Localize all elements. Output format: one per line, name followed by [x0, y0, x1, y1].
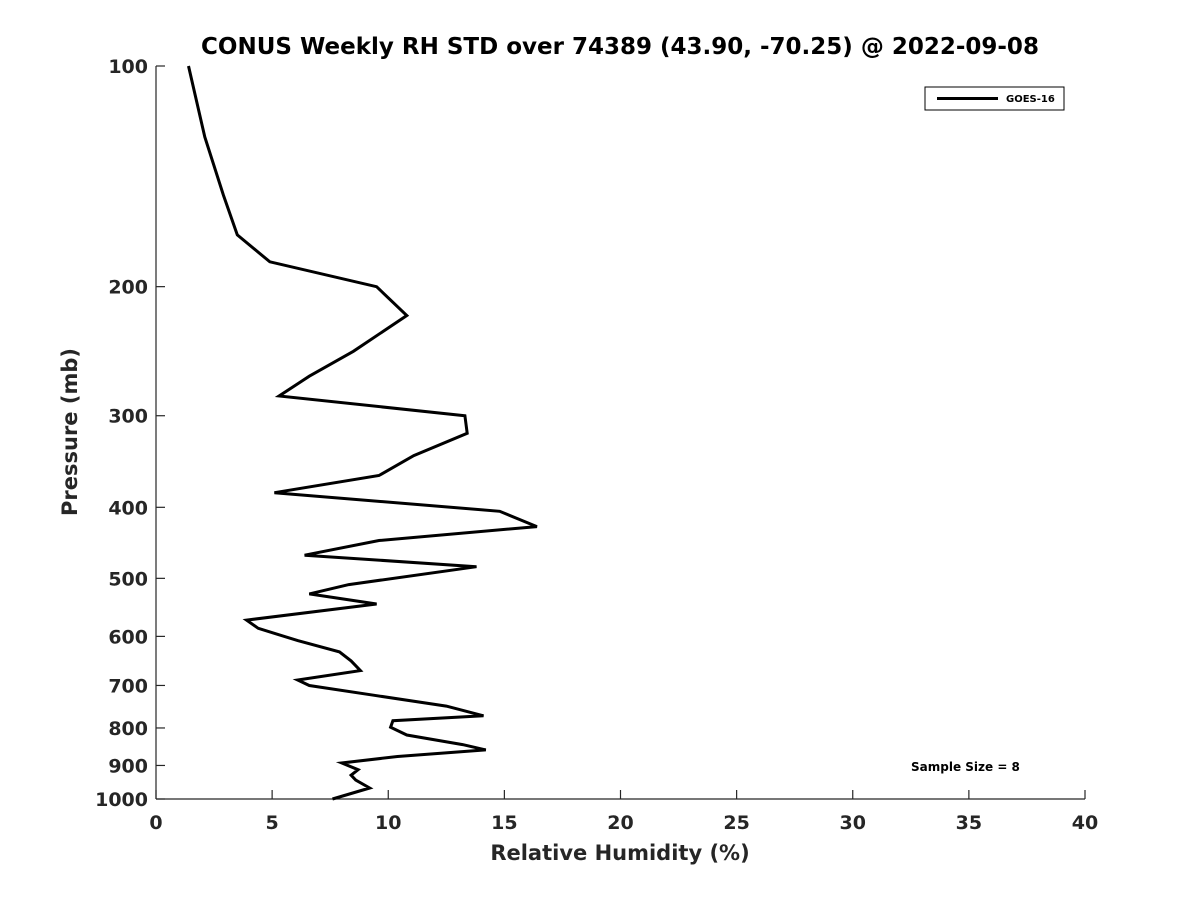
x-tick-label: 25 [723, 812, 749, 834]
x-tick-label: 40 [1072, 812, 1098, 834]
x-tick-label: 10 [375, 812, 401, 834]
y-axis-label: Pressure (mb) [58, 348, 82, 516]
y-tick-label: 800 [108, 718, 148, 740]
y-tick-label: 1000 [95, 789, 148, 811]
series-line-goes-16 [187, 65, 538, 801]
y-tick-label: 700 [108, 675, 148, 697]
y-tick-label: 900 [108, 755, 148, 777]
y-tick-label: 400 [108, 497, 148, 519]
x-tick-label: 5 [266, 812, 279, 834]
legend-entry-goes-16: GOES-16 [1006, 94, 1055, 105]
y-tick-label: 100 [108, 56, 148, 78]
x-tick-label: 35 [956, 812, 982, 834]
sample-size-annotation: Sample Size = 8 [911, 760, 1020, 774]
x-tick-label: 0 [149, 812, 162, 834]
y-axis-ticks: 100 200 300 400 500 600 700 800 900 1000 [95, 56, 165, 811]
x-tick-label: 20 [607, 812, 633, 834]
y-tick-label: 600 [108, 626, 148, 648]
x-axis-label: Relative Humidity (%) [490, 841, 749, 865]
y-tick-label: 500 [108, 568, 148, 590]
chart-title: CONUS Weekly RH STD over 74389 (43.90, -… [201, 34, 1039, 60]
legend: GOES-16 [924, 86, 1065, 111]
data-series [187, 65, 538, 801]
x-tick-label: 30 [840, 812, 866, 834]
x-axis-ticks: 0 5 10 15 20 25 30 35 40 [149, 790, 1098, 834]
x-tick-label: 15 [491, 812, 517, 834]
y-tick-label: 300 [108, 406, 148, 428]
y-tick-label: 200 [108, 277, 148, 299]
